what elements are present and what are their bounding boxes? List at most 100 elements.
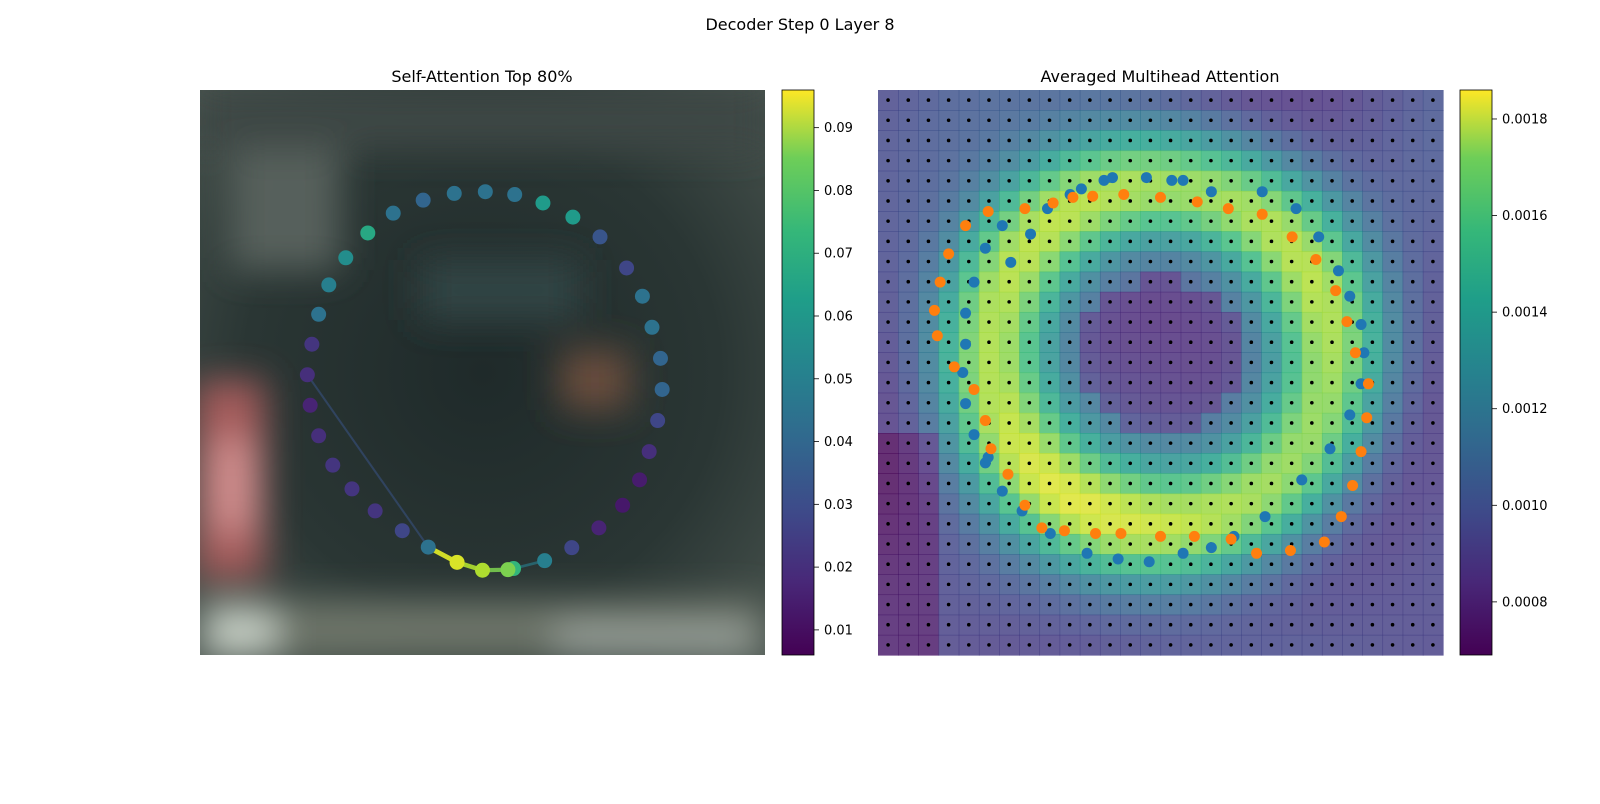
grid-dot [1370, 622, 1375, 627]
grid-dot [1128, 501, 1133, 506]
colorbar-tick-label: 0.03 [824, 498, 853, 513]
grid-dot [1390, 300, 1395, 304]
colorbar-tick-label: 0.02 [824, 561, 853, 576]
blue-point [982, 451, 994, 463]
grid-dot [1370, 239, 1375, 244]
grid-dot [1188, 622, 1193, 627]
grid-dot [1088, 481, 1092, 486]
grid-dot [1249, 320, 1254, 324]
grid-dot [1047, 380, 1052, 385]
blue-point [1143, 556, 1155, 568]
grid-dot [1007, 400, 1011, 405]
grid-dot [1108, 259, 1112, 264]
grid-dot [1229, 643, 1233, 647]
grid-dot [967, 582, 971, 587]
grid-dot [1249, 461, 1254, 466]
grid-dot [1007, 279, 1011, 284]
grid-dot [1108, 542, 1112, 546]
grid-dot [1350, 522, 1354, 526]
grid-dot [1249, 441, 1254, 445]
grid-dot [1209, 239, 1213, 244]
blue-point [1140, 172, 1152, 184]
grid-dot [1289, 501, 1294, 506]
grid-dot [1007, 340, 1011, 345]
grid-dot [926, 300, 931, 304]
attention-point [302, 397, 318, 413]
orange-point [1318, 536, 1330, 548]
grid-dot [1310, 179, 1314, 183]
grid-dot [1209, 98, 1213, 102]
grid-dot [967, 441, 971, 445]
grid-dot [1390, 380, 1395, 385]
grid-dot [1209, 562, 1213, 566]
blue-point [1106, 172, 1118, 184]
grid-dot [1128, 522, 1133, 526]
grid-dot [1350, 279, 1354, 284]
grid-dot [1330, 118, 1334, 123]
orange-point [1310, 254, 1322, 265]
grid-dot [1410, 421, 1415, 425]
blue-point [1344, 290, 1356, 302]
grid-dot [1330, 360, 1334, 365]
grid-dot [1168, 199, 1173, 203]
grid-dot [886, 179, 890, 183]
grid-dot [1047, 421, 1052, 425]
grid-dot [906, 441, 911, 445]
attention-point [644, 319, 660, 335]
grid-dot [886, 219, 890, 223]
grid-dot [1310, 542, 1314, 546]
grid-dot [1128, 441, 1133, 445]
orange-point [1058, 525, 1070, 537]
grid-dot [1229, 501, 1233, 506]
grid-dot [967, 138, 971, 143]
blue-point [1324, 443, 1336, 455]
grid-dot [1047, 239, 1052, 244]
grid-dot [1229, 219, 1233, 223]
grid-dot [1410, 300, 1415, 304]
grid-dot [967, 562, 971, 566]
grid-dot [1148, 158, 1153, 163]
grid-dot [1310, 279, 1314, 284]
grid-dot [1269, 501, 1274, 506]
grid-dot [1310, 138, 1314, 143]
grid-dot [1330, 320, 1334, 324]
grid-dot [1269, 400, 1274, 405]
grid-dot [1047, 501, 1052, 506]
grid-dot [1168, 522, 1173, 526]
blue-point [1296, 474, 1308, 486]
grid-dot [886, 279, 890, 284]
grid-dot [1088, 98, 1092, 102]
grid-dot [1188, 118, 1193, 123]
grid-dot [987, 522, 991, 526]
grid-dot [1168, 582, 1173, 587]
grid-dot [1007, 643, 1011, 647]
attention-point [615, 497, 631, 513]
orange-point [1335, 511, 1347, 523]
blue-point [960, 338, 972, 350]
grid-dot [1269, 158, 1274, 163]
grid-dot [886, 421, 890, 425]
grid-dot [1289, 179, 1294, 183]
grid-dot [1269, 98, 1274, 102]
grid-dot [1370, 199, 1375, 203]
grid-dot [906, 622, 911, 627]
blue-point [1256, 186, 1268, 198]
grid-dot [1310, 199, 1314, 203]
grid-dot [1148, 279, 1153, 284]
grid-dot [1229, 300, 1233, 304]
grid-dot [1108, 158, 1112, 163]
grid-dot [886, 199, 890, 203]
grid-dot [1431, 602, 1435, 607]
grid-dot [1350, 501, 1354, 506]
grid-dot [1370, 421, 1375, 425]
grid-dot [1007, 138, 1011, 143]
grid-dot [1209, 199, 1213, 203]
grid-dot [1431, 441, 1435, 445]
grid-dot [1390, 118, 1395, 123]
grid-dot [886, 360, 890, 365]
grid-dot [926, 239, 931, 244]
grid-dot [886, 522, 890, 526]
grid-dot [926, 360, 931, 365]
grid-dot [1088, 441, 1092, 445]
grid-dot [1209, 360, 1213, 365]
